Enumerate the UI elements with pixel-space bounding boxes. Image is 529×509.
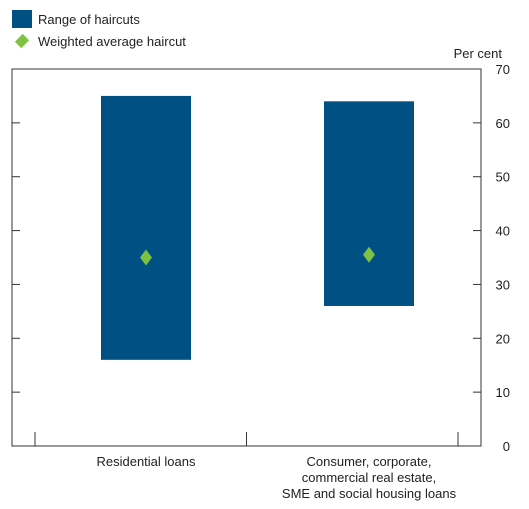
y-tick-label: 30 xyxy=(496,277,510,292)
y-tick-label: 0 xyxy=(503,439,510,454)
x-category-label: Residential loans xyxy=(96,454,196,469)
y-tick-label: 70 xyxy=(496,62,510,77)
average-marker xyxy=(363,246,375,263)
legend-label-range: Range of haircuts xyxy=(38,11,140,27)
range-bar xyxy=(324,101,414,306)
legend-swatch-range xyxy=(12,10,32,28)
y-axis-unit: Per cent xyxy=(453,46,502,61)
legend: Range of haircuts Weighted average hairc… xyxy=(12,8,186,52)
y-tick-label: 10 xyxy=(496,385,510,400)
x-category-label: Consumer, corporate, commercial real esta… xyxy=(282,454,457,501)
average-marker xyxy=(140,249,152,266)
y-tick-label: 40 xyxy=(496,224,510,239)
legend-label-average: Weighted average haircut xyxy=(38,33,186,49)
legend-item-range: Range of haircuts xyxy=(12,8,186,30)
legend-item-average: Weighted average haircut xyxy=(12,30,186,52)
range-bar xyxy=(101,95,191,360)
y-tick-label: 50 xyxy=(496,170,510,185)
y-tick-label: 60 xyxy=(496,116,510,131)
y-tick-label: 20 xyxy=(496,331,510,346)
